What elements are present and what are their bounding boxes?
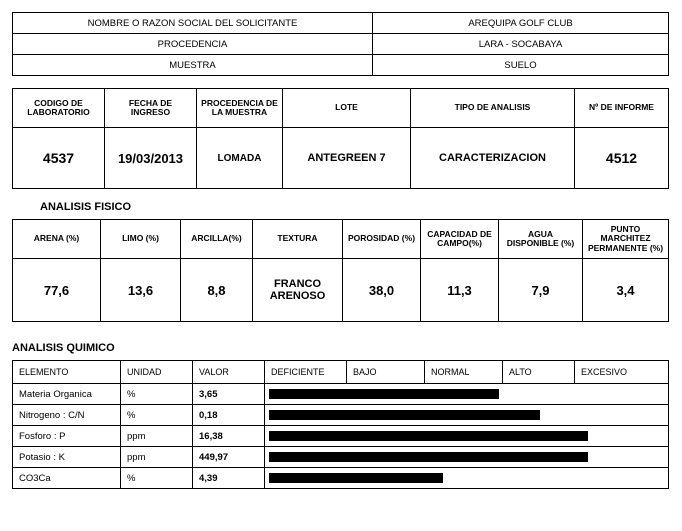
fisico-header: CAPACIDAD DE CAMPO(%): [421, 220, 499, 259]
quimico-unidad: %: [121, 468, 193, 489]
quimico-header: VALOR: [193, 361, 265, 384]
fisico-header: LIMO (%): [101, 220, 181, 259]
quimico-table: ELEMENTOUNIDADVALORDEFICIENTEBAJONORMALA…: [12, 360, 669, 489]
header-label: PROCEDENCIA: [13, 34, 373, 55]
quimico-bar: [269, 473, 443, 483]
header-label: NOMBRE O RAZON SOCIAL DEL SOLICITANTE: [13, 13, 373, 34]
info-header: CODIGO DE LABORATORIO: [13, 89, 105, 128]
quimico-bar: [269, 452, 588, 462]
quimico-header: UNIDAD: [121, 361, 193, 384]
header-value: SUELO: [373, 55, 669, 76]
section-title-fisico: ANALISIS FISICO: [40, 201, 670, 213]
quimico-row: Materia Organica%3,65: [13, 384, 669, 405]
quimico-valor: 0,18: [193, 405, 265, 426]
quimico-elemento: Potasio : K: [13, 447, 121, 468]
quimico-scale-header: EXCESIVO: [575, 361, 669, 384]
info-cell: 19/03/2013: [105, 128, 197, 189]
fisico-header: ARENA (%): [13, 220, 101, 259]
quimico-unidad: %: [121, 384, 193, 405]
quimico-bar-cell: [265, 384, 669, 405]
info-header: TIPO DE ANALISIS: [411, 89, 575, 128]
info-header: PROCEDENCIA DE LA MUESTRA: [197, 89, 283, 128]
fisico-header: TEXTURA: [253, 220, 343, 259]
fisico-cell: 13,6: [101, 259, 181, 322]
info-cell: ANTEGREEN 7: [283, 128, 411, 189]
fisico-table: ARENA (%)LIMO (%)ARCILLA(%)TEXTURAPOROSI…: [12, 219, 669, 322]
quimico-valor: 16,38: [193, 426, 265, 447]
fisico-header: ARCILLA(%): [181, 220, 253, 259]
quimico-bar-cell: [265, 426, 669, 447]
fisico-header: POROSIDAD (%): [343, 220, 421, 259]
info-header: Nº DE INFORME: [575, 89, 669, 128]
fisico-cell: 38,0: [343, 259, 421, 322]
quimico-valor: 3,65: [193, 384, 265, 405]
info-cell: 4512: [575, 128, 669, 189]
info-cell: LOMADA: [197, 128, 283, 189]
header-label: MUESTRA: [13, 55, 373, 76]
quimico-row: Nitrogeno : C/N%0,18: [13, 405, 669, 426]
quimico-bar: [269, 410, 540, 420]
fisico-cell: 77,6: [13, 259, 101, 322]
fisico-header: AGUA DISPONIBLE (%): [499, 220, 583, 259]
quimico-elemento: Materia Organica: [13, 384, 121, 405]
section-title-quimico: ANALISIS QUIMICO: [12, 342, 670, 354]
quimico-bar-cell: [265, 405, 669, 426]
quimico-bar: [269, 431, 588, 441]
quimico-unidad: ppm: [121, 447, 193, 468]
quimico-valor: 4,39: [193, 468, 265, 489]
header-value: AREQUIPA GOLF CLUB: [373, 13, 669, 34]
info-cell: 4537: [13, 128, 105, 189]
quimico-row: Potasio : Kppm449,97: [13, 447, 669, 468]
quimico-scale-header: NORMAL: [425, 361, 503, 384]
quimico-bar: [269, 389, 499, 399]
quimico-header: ELEMENTO: [13, 361, 121, 384]
quimico-scale-header: DEFICIENTE: [265, 361, 347, 384]
quimico-elemento: Nitrogeno : C/N: [13, 405, 121, 426]
fisico-header: PUNTO MARCHITEZ PERMANENTE (%): [583, 220, 669, 259]
fisico-cell: 8,8: [181, 259, 253, 322]
quimico-scale-header: ALTO: [503, 361, 575, 384]
quimico-row: CO3Ca%4,39: [13, 468, 669, 489]
quimico-unidad: %: [121, 405, 193, 426]
info-cell: CARACTERIZACION: [411, 128, 575, 189]
quimico-valor: 449,97: [193, 447, 265, 468]
fisico-cell: 7,9: [499, 259, 583, 322]
fisico-cell: 3,4: [583, 259, 669, 322]
info-header: LOTE: [283, 89, 411, 128]
quimico-bar-cell: [265, 468, 669, 489]
quimico-scale-header: BAJO: [347, 361, 425, 384]
header-table: NOMBRE O RAZON SOCIAL DEL SOLICITANTEARE…: [12, 12, 669, 76]
quimico-elemento: Fosforo : P: [13, 426, 121, 447]
fisico-cell: FRANCO ARENOSO: [253, 259, 343, 322]
quimico-row: Fosforo : Pppm16,38: [13, 426, 669, 447]
quimico-elemento: CO3Ca: [13, 468, 121, 489]
info-header: FECHA DE INGRESO: [105, 89, 197, 128]
header-value: LARA - SOCABAYA: [373, 34, 669, 55]
info-table: CODIGO DE LABORATORIOFECHA DE INGRESOPRO…: [12, 88, 669, 189]
quimico-bar-cell: [265, 447, 669, 468]
fisico-cell: 11,3: [421, 259, 499, 322]
quimico-unidad: ppm: [121, 426, 193, 447]
